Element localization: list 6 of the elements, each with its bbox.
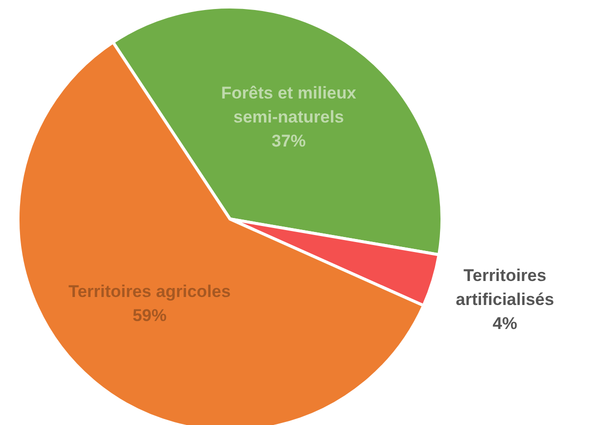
slice-label: Forêts et milieux semi-naturels [221,82,357,126]
slice-label: Territoires agricoles [68,281,231,300]
data-label: 4% [492,314,518,333]
data-label: 37% [272,130,306,150]
data-label: 59% [132,305,167,324]
slice-label: Territoires artificialisés [456,266,554,309]
